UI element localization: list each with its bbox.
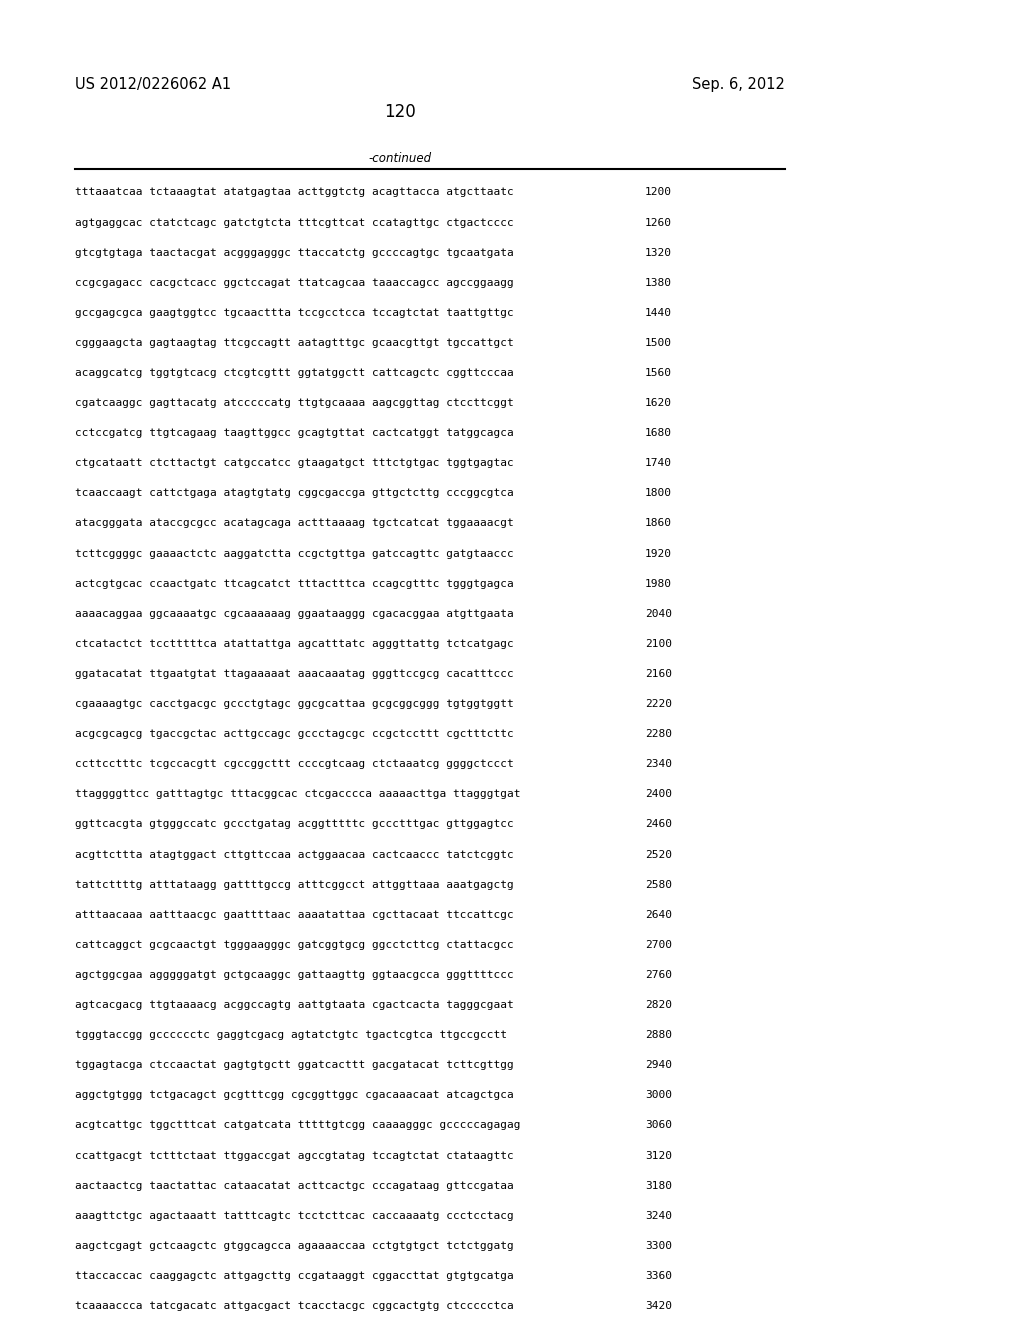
Text: atacgggata ataccgcgcc acatagcaga actttaaaag tgctcatcat tggaaaacgt: atacgggata ataccgcgcc acatagcaga actttaa… (75, 519, 514, 528)
Text: 2640: 2640 (645, 909, 672, 920)
Text: cctccgatcg ttgtcagaag taagttggcc gcagtgttat cactcatggt tatggcagca: cctccgatcg ttgtcagaag taagttggcc gcagtgt… (75, 428, 514, 438)
Text: aggctgtggg tctgacagct gcgtttcgg cgcggttggc cgacaaacaat atcagctgca: aggctgtggg tctgacagct gcgtttcgg cgcggttg… (75, 1090, 514, 1101)
Text: 2700: 2700 (645, 940, 672, 950)
Text: 1440: 1440 (645, 308, 672, 318)
Text: acaggcatcg tggtgtcacg ctcgtcgttt ggtatggctt cattcagctc cggttcccaa: acaggcatcg tggtgtcacg ctcgtcgttt ggtatgg… (75, 368, 514, 378)
Text: 2940: 2940 (645, 1060, 672, 1071)
Text: tgggtaccgg gcccccctc gaggtcgacg agtatctgtc tgactcgtca ttgccgcctt: tgggtaccgg gcccccctc gaggtcgacg agtatctg… (75, 1030, 507, 1040)
Text: agctggcgaa agggggatgt gctgcaaggc gattaagttg ggtaacgcca gggttttccc: agctggcgaa agggggatgt gctgcaaggc gattaag… (75, 970, 514, 979)
Text: 2040: 2040 (645, 609, 672, 619)
Text: US 2012/0226062 A1: US 2012/0226062 A1 (75, 77, 231, 91)
Text: aactaactcg taactattac cataacatat acttcactgc cccagataag gttccgataa: aactaactcg taactattac cataacatat acttcac… (75, 1180, 514, 1191)
Text: 2580: 2580 (645, 879, 672, 890)
Text: 2760: 2760 (645, 970, 672, 979)
Text: gccgagcgca gaagtggtcc tgcaacttta tccgcctcca tccagtctat taattgttgc: gccgagcgca gaagtggtcc tgcaacttta tccgcct… (75, 308, 514, 318)
Text: tattcttttg atttataagg gattttgccg atttcggcct attggttaaa aaatgagctg: tattcttttg atttataagg gattttgccg atttcgg… (75, 879, 514, 890)
Text: ctcatactct tcctttttca atattattga agcatttatc agggttattg tctcatgagc: ctcatactct tcctttttca atattattga agcattt… (75, 639, 514, 649)
Text: -continued: -continued (369, 152, 431, 165)
Text: cattcaggct gcgcaactgt tgggaagggc gatcggtgcg ggcctcttcg ctattacgcc: cattcaggct gcgcaactgt tgggaagggc gatcggt… (75, 940, 514, 950)
Text: 1980: 1980 (645, 578, 672, 589)
Text: atttaacaaa aatttaacgc gaattttaac aaaatattaa cgcttacaat ttccattcgc: atttaacaaa aatttaacgc gaattttaac aaaatat… (75, 909, 514, 920)
Text: Sep. 6, 2012: Sep. 6, 2012 (692, 77, 785, 91)
Text: 3120: 3120 (645, 1151, 672, 1160)
Text: aaaacaggaa ggcaaaatgc cgcaaaaaag ggaataaggg cgacacggaa atgttgaata: aaaacaggaa ggcaaaatgc cgcaaaaaag ggaataa… (75, 609, 514, 619)
Text: 1740: 1740 (645, 458, 672, 469)
Text: cgaaaagtgc cacctgacgc gccctgtagc ggcgcattaa gcgcggcggg tgtggtggtt: cgaaaagtgc cacctgacgc gccctgtagc ggcgcat… (75, 700, 514, 709)
Text: 1860: 1860 (645, 519, 672, 528)
Text: 3060: 3060 (645, 1121, 672, 1130)
Text: ccttcctttc tcgccacgtt cgccggcttt ccccgtcaag ctctaaatcg ggggctccct: ccttcctttc tcgccacgtt cgccggcttt ccccgtc… (75, 759, 514, 770)
Text: 1320: 1320 (645, 248, 672, 257)
Text: tggagtacga ctccaactat gagtgtgctt ggatcacttt gacgatacat tcttcgttgg: tggagtacga ctccaactat gagtgtgctt ggatcac… (75, 1060, 514, 1071)
Text: 3240: 3240 (645, 1210, 672, 1221)
Text: aagctcgagt gctcaagctc gtggcagcca agaaaaccaa cctgtgtgct tctctggatg: aagctcgagt gctcaagctc gtggcagcca agaaaac… (75, 1241, 514, 1251)
Text: 1800: 1800 (645, 488, 672, 499)
Text: ggatacatat ttgaatgtat ttagaaaaat aaacaaatag gggttccgcg cacatttccc: ggatacatat ttgaatgtat ttagaaaaat aaacaaa… (75, 669, 514, 678)
Text: 2400: 2400 (645, 789, 672, 800)
Text: ttaggggttcc gatttagtgc tttacggcac ctcgacccca aaaaacttga ttagggtgat: ttaggggttcc gatttagtgc tttacggcac ctcgac… (75, 789, 520, 800)
Text: cgggaagcta gagtaagtag ttcgccagtt aatagtttgc gcaacgttgt tgccattgct: cgggaagcta gagtaagtag ttcgccagtt aatagtt… (75, 338, 514, 348)
Text: 1680: 1680 (645, 428, 672, 438)
Text: agtcacgacg ttgtaaaacg acggccagtg aattgtaata cgactcacta tagggcgaat: agtcacgacg ttgtaaaacg acggccagtg aattgta… (75, 1001, 514, 1010)
Text: acgtcattgc tggctttcat catgatcata tttttgtcgg caaaagggc gcccccagagag: acgtcattgc tggctttcat catgatcata tttttgt… (75, 1121, 520, 1130)
Text: 1200: 1200 (645, 187, 672, 198)
Text: 2220: 2220 (645, 700, 672, 709)
Text: 3300: 3300 (645, 1241, 672, 1251)
Text: aaagttctgc agactaaatt tatttcagtc tcctcttcac caccaaaatg ccctcctacg: aaagttctgc agactaaatt tatttcagtc tcctctt… (75, 1210, 514, 1221)
Text: 2460: 2460 (645, 820, 672, 829)
Text: ggttcacgta gtgggccatc gccctgatag acggtttttc gccctttgac gttggagtcc: ggttcacgta gtgggccatc gccctgatag acggttt… (75, 820, 514, 829)
Text: 1380: 1380 (645, 277, 672, 288)
Text: cgatcaaggc gagttacatg atcccccatg ttgtgcaaaa aagcggttag ctccttcggt: cgatcaaggc gagttacatg atcccccatg ttgtgca… (75, 399, 514, 408)
Text: 2520: 2520 (645, 850, 672, 859)
Text: actcgtgcac ccaactgatc ttcagcatct tttactttca ccagcgtttc tgggtgagca: actcgtgcac ccaactgatc ttcagcatct tttactt… (75, 578, 514, 589)
Text: 1620: 1620 (645, 399, 672, 408)
Text: 2340: 2340 (645, 759, 672, 770)
Text: acgttcttta atagtggact cttgttccaa actggaacaa cactcaaccc tatctcggtc: acgttcttta atagtggact cttgttccaa actggaa… (75, 850, 514, 859)
Text: tcaaaaccca tatcgacatc attgacgact tcacctacgc cggcactgtg ctccccctca: tcaaaaccca tatcgacatc attgacgact tcaccta… (75, 1302, 514, 1311)
Text: acgcgcagcg tgaccgctac acttgccagc gccctagcgc ccgctccttt cgctttcttc: acgcgcagcg tgaccgctac acttgccagc gccctag… (75, 729, 514, 739)
Text: ccattgacgt tctttctaat ttggaccgat agccgtatag tccagtctat ctataagttc: ccattgacgt tctttctaat ttggaccgat agccgta… (75, 1151, 514, 1160)
Text: 3000: 3000 (645, 1090, 672, 1101)
Text: ttaccaccac caaggagctc attgagcttg ccgataaggt cggaccttat gtgtgcatga: ttaccaccac caaggagctc attgagcttg ccgataa… (75, 1271, 514, 1280)
Text: 3360: 3360 (645, 1271, 672, 1280)
Text: 1560: 1560 (645, 368, 672, 378)
Text: 2160: 2160 (645, 669, 672, 678)
Text: 2820: 2820 (645, 1001, 672, 1010)
Text: 2100: 2100 (645, 639, 672, 649)
Text: 2280: 2280 (645, 729, 672, 739)
Text: 3180: 3180 (645, 1180, 672, 1191)
Text: ccgcgagacc cacgctcacc ggctccagat ttatcagcaa taaaccagcc agccggaagg: ccgcgagacc cacgctcacc ggctccagat ttatcag… (75, 277, 514, 288)
Text: 3420: 3420 (645, 1302, 672, 1311)
Text: tcttcggggc gaaaactctc aaggatctta ccgctgttga gatccagttc gatgtaaccc: tcttcggggc gaaaactctc aaggatctta ccgctgt… (75, 549, 514, 558)
Text: 2880: 2880 (645, 1030, 672, 1040)
Text: tttaaatcaa tctaaagtat atatgagtaa acttggtctg acagttacca atgcttaatc: tttaaatcaa tctaaagtat atatgagtaa acttggt… (75, 187, 514, 198)
Text: 1920: 1920 (645, 549, 672, 558)
Text: 1500: 1500 (645, 338, 672, 348)
Text: gtcgtgtaga taactacgat acgggagggc ttaccatctg gccccagtgc tgcaatgata: gtcgtgtaga taactacgat acgggagggc ttaccat… (75, 248, 514, 257)
Text: agtgaggcac ctatctcagc gatctgtcta tttcgttcat ccatagttgc ctgactcccc: agtgaggcac ctatctcagc gatctgtcta tttcgtt… (75, 218, 514, 227)
Text: 1260: 1260 (645, 218, 672, 227)
Text: tcaaccaagt cattctgaga atagtgtatg cggcgaccga gttgctcttg cccggcgtca: tcaaccaagt cattctgaga atagtgtatg cggcgac… (75, 488, 514, 499)
Text: ctgcataatt ctcttactgt catgccatcc gtaagatgct tttctgtgac tggtgagtac: ctgcataatt ctcttactgt catgccatcc gtaagat… (75, 458, 514, 469)
Text: 120: 120 (384, 103, 416, 121)
